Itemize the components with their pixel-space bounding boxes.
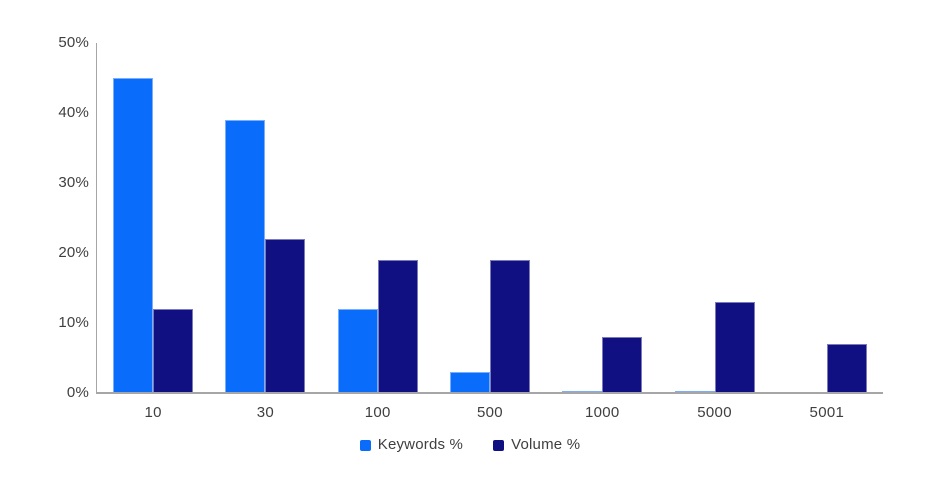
x-axis-label-1000: 1000: [584, 404, 620, 421]
y-tick-label-30: 30%: [58, 174, 89, 191]
bar-keywords-1000: [562, 390, 603, 393]
bar-volume-1000: [602, 337, 643, 393]
bar-volume-500: [490, 260, 530, 393]
bar-keywords-100: [337, 309, 378, 393]
legend-label-volume: Volume %: [511, 436, 581, 453]
bar-keywords-5000: [674, 390, 715, 393]
bar-volume-30: [265, 239, 306, 393]
y-tick-label-50: 50%: [58, 34, 89, 51]
x-axis-label-5001: 5001: [809, 404, 845, 421]
legend-label-keywords: Keywords %: [377, 436, 464, 453]
plot-area: [97, 43, 883, 393]
y-tick-label-0: 0%: [66, 384, 89, 401]
legend: Keywords % Volume %: [0, 436, 940, 454]
y-tick-label-20: 20%: [58, 244, 89, 261]
bar-volume-100: [377, 260, 418, 393]
bar-keywords-500: [450, 372, 490, 393]
y-axis-line: [96, 43, 98, 393]
x-axis-label-5000: 5000: [697, 404, 732, 421]
x-axis-label-10: 10: [144, 404, 162, 421]
y-tick-label-40: 40%: [58, 104, 89, 121]
x-axis-label-500: 500: [477, 404, 503, 421]
y-tick-label-10: 10%: [58, 314, 89, 331]
x-axis-label-100: 100: [364, 404, 391, 421]
x-axis-label-30: 30: [256, 404, 275, 421]
legend-swatch-volume: [493, 439, 505, 451]
bar-volume-5000: [714, 302, 755, 393]
bar-volume-5001: [826, 344, 867, 393]
bar-volume-10: [153, 309, 194, 393]
x-axis-line: [96, 392, 883, 394]
legend-item-keywords[interactable]: Keywords %: [359, 436, 464, 454]
bar-keywords-10: [113, 78, 154, 393]
bar-keywords-30: [225, 120, 266, 393]
legend-item-volume[interactable]: Volume %: [493, 436, 580, 454]
legend-swatch-keywords: [359, 439, 371, 451]
